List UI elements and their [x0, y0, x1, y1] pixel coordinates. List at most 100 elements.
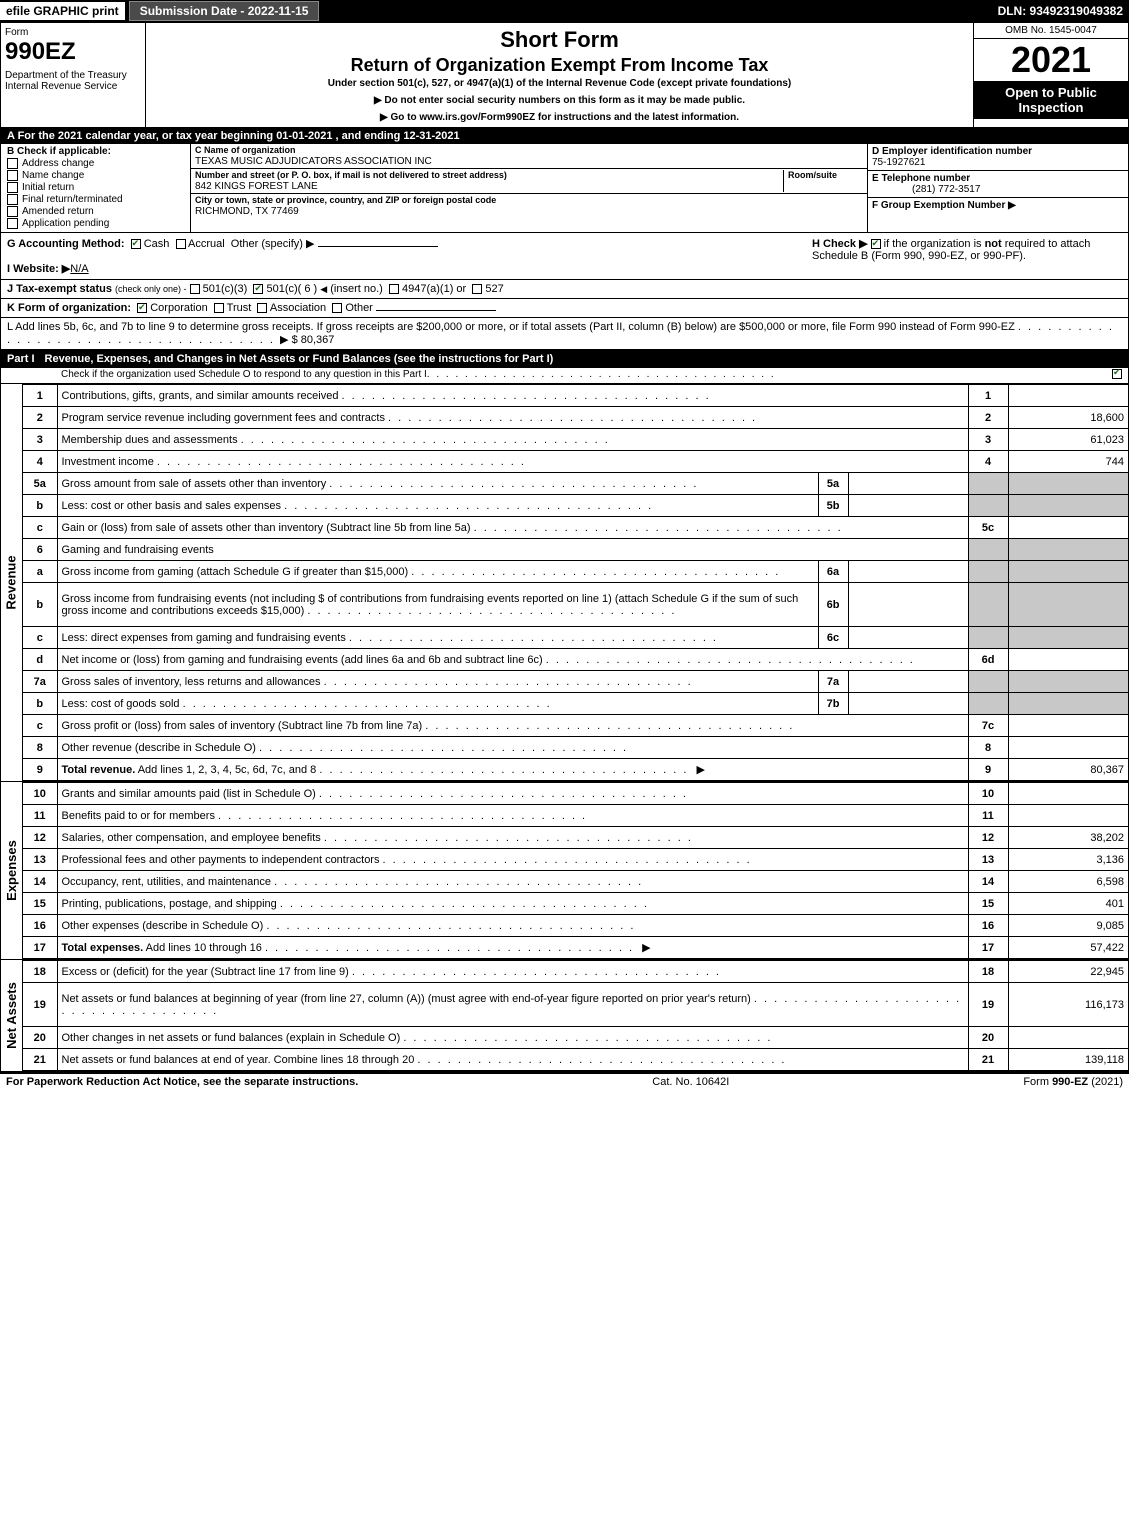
revenue-table: 1Contributions, gifts, grants, and simil… [23, 384, 1128, 781]
d-block: D Employer identification number 75-1927… [868, 144, 1128, 171]
rt-line-val [1008, 649, 1128, 671]
table-row: 8Other revenue (describe in Schedule O) … [23, 737, 1128, 759]
rt-line-no: 3 [968, 429, 1008, 451]
k-corp-chk[interactable] [137, 303, 147, 313]
mid-line-val [848, 671, 968, 693]
b-check-item: Initial return [7, 182, 184, 193]
rt-val-grey [1008, 693, 1128, 715]
checkbox-icon[interactable] [7, 182, 18, 193]
checkbox-icon[interactable] [7, 206, 18, 217]
j-501c3-chk[interactable] [190, 284, 200, 294]
j-501c-chk[interactable] [253, 284, 263, 294]
table-row: 7aGross sales of inventory, less returns… [23, 671, 1128, 693]
line-number: 11 [23, 805, 57, 827]
revenue-section: Revenue 1Contributions, gifts, grants, a… [1, 384, 1128, 782]
org-city: RICHMOND, TX 77469 [195, 206, 299, 217]
gh-row: G Accounting Method: Cash Accrual Other … [1, 233, 1128, 280]
other-input[interactable] [318, 246, 438, 247]
mid-line-val [848, 561, 968, 583]
table-row: 19Net assets or fund balances at beginni… [23, 983, 1128, 1027]
b-label: B Check if applicable: [7, 146, 184, 157]
table-row: 9Total revenue. Add lines 1, 2, 3, 4, 5c… [23, 759, 1128, 781]
f-block: F Group Exemption Number ▶ [868, 198, 1128, 213]
part1-sub: Check if the organization used Schedule … [1, 368, 1128, 384]
cash-checkbox[interactable] [131, 239, 141, 249]
line-number: c [23, 517, 57, 539]
line-number: 13 [23, 849, 57, 871]
table-row: 18Excess or (deficit) for the year (Subt… [23, 961, 1128, 983]
j-lbl: J Tax-exempt status [7, 283, 112, 295]
table-row: bLess: cost of goods sold 7b [23, 693, 1128, 715]
form-header: Form 990EZ Department of the Treasury In… [1, 23, 1128, 128]
rt-line-val [1008, 385, 1128, 407]
line-desc: Total expenses. Add lines 10 through 16 … [57, 937, 968, 959]
checkbox-icon[interactable] [7, 170, 18, 181]
goto-link[interactable]: ▶ Go to www.irs.gov/Form990EZ for instru… [154, 112, 965, 123]
accrual-checkbox[interactable] [176, 239, 186, 249]
table-row: cGain or (loss) from sale of assets othe… [23, 517, 1128, 539]
form-number: 990EZ [5, 38, 141, 66]
rt-line-val: 116,173 [1008, 983, 1128, 1027]
rt-line-val: 22,945 [1008, 961, 1128, 983]
accrual-lbl: Accrual [188, 238, 225, 250]
expenses-sidebar: Expenses [1, 782, 23, 959]
line-desc: Contributions, gifts, grants, and simila… [57, 385, 968, 407]
table-row: 12Salaries, other compensation, and empl… [23, 827, 1128, 849]
rt-no-grey [968, 627, 1008, 649]
k-assoc-chk[interactable] [257, 303, 267, 313]
table-row: aGross income from gaming (attach Schedu… [23, 561, 1128, 583]
line-number: 9 [23, 759, 57, 781]
k-trust-chk[interactable] [214, 303, 224, 313]
rt-line-val [1008, 517, 1128, 539]
rt-line-no: 6d [968, 649, 1008, 671]
rt-line-no: 13 [968, 849, 1008, 871]
line-desc: Other revenue (describe in Schedule O) [57, 737, 968, 759]
line-number: 5a [23, 473, 57, 495]
b-check-item: Amended return [7, 206, 184, 217]
rt-line-val: 3,136 [1008, 849, 1128, 871]
line-desc: Gaming and fundraising events [57, 539, 968, 561]
table-row: 21Net assets or fund balances at end of … [23, 1049, 1128, 1071]
table-row: 10Grants and similar amounts paid (list … [23, 783, 1128, 805]
omb-number: OMB No. 1545-0047 [974, 23, 1128, 39]
k-other-chk[interactable] [332, 303, 342, 313]
line-desc: Total revenue. Add lines 1, 2, 3, 4, 5c,… [57, 759, 968, 781]
part1-checkbox[interactable] [1112, 369, 1122, 379]
rt-no-grey [968, 583, 1008, 627]
checkbox-icon[interactable] [7, 158, 18, 169]
j-4947-chk[interactable] [389, 284, 399, 294]
b-check-item: Name change [7, 170, 184, 181]
table-row: 3Membership dues and assessments 361,023 [23, 429, 1128, 451]
b-item-label: Final return/terminated [22, 194, 123, 205]
line-number: 16 [23, 915, 57, 937]
h-block: H Check ▶ if the organization is not req… [812, 237, 1122, 275]
part1-sub-text: Check if the organization used Schedule … [61, 369, 427, 380]
rt-no-grey [968, 671, 1008, 693]
header-right: OMB No. 1545-0047 2021 Open to Public In… [973, 23, 1128, 127]
efile-label[interactable]: efile GRAPHIC print [0, 2, 125, 20]
line-number: 12 [23, 827, 57, 849]
line-number: 15 [23, 893, 57, 915]
department-label: Department of the Treasury Internal Reve… [5, 70, 141, 92]
line-number: 18 [23, 961, 57, 983]
mid-line-val [848, 693, 968, 715]
cash-lbl: Cash [144, 238, 170, 250]
rt-line-no: 16 [968, 915, 1008, 937]
rt-line-no: 21 [968, 1049, 1008, 1071]
line-desc: Gross profit or (loss) from sales of inv… [57, 715, 968, 737]
checkbox-icon[interactable] [7, 194, 18, 205]
header-left: Form 990EZ Department of the Treasury In… [1, 23, 146, 127]
website-value: N/A [70, 263, 88, 275]
h-checkbox[interactable] [871, 239, 881, 249]
line-number: c [23, 627, 57, 649]
table-row: 14Occupancy, rent, utilities, and mainte… [23, 871, 1128, 893]
k-other-input[interactable] [376, 310, 496, 311]
mid-line-val [848, 473, 968, 495]
rt-val-grey [1008, 627, 1128, 649]
b-item-label: Initial return [22, 182, 74, 193]
j-527-chk[interactable] [472, 284, 482, 294]
rt-line-val: 38,202 [1008, 827, 1128, 849]
header-middle: Short Form Return of Organization Exempt… [146, 23, 973, 127]
line-number: 7a [23, 671, 57, 693]
checkbox-icon[interactable] [7, 218, 18, 229]
